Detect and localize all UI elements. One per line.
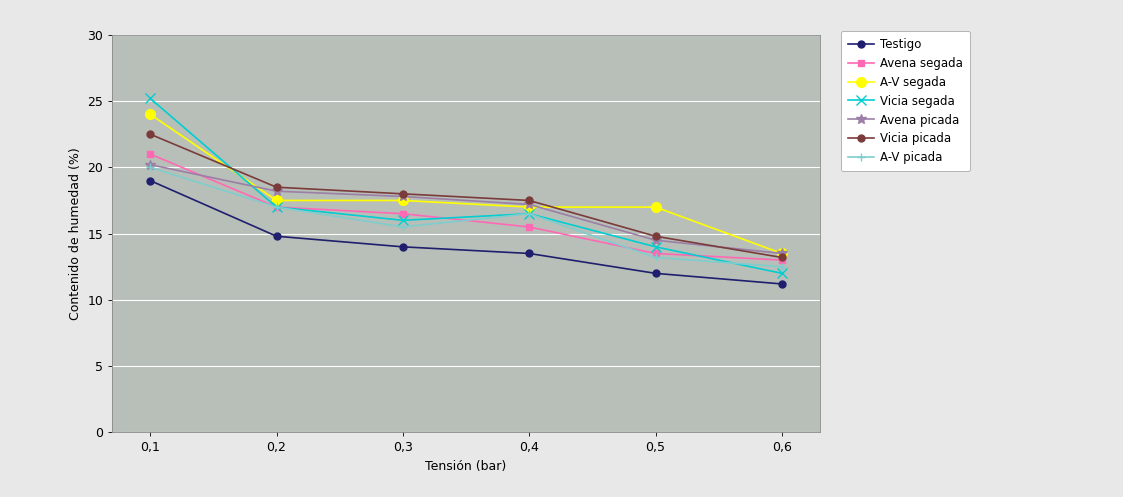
Vicia picada (775, 254, 788, 260)
Vicia picada (270, 184, 283, 190)
A-V segada (396, 197, 410, 203)
Vicia picada (522, 197, 536, 203)
Avena segada (522, 224, 536, 230)
Line: Avena picada: Avena picada (145, 160, 787, 258)
Avena picada (649, 237, 663, 243)
Avena picada (396, 193, 410, 199)
Avena segada (396, 211, 410, 217)
Vicia picada (144, 131, 157, 137)
Avena picada (144, 162, 157, 167)
A-V segada (270, 197, 283, 203)
Line: Avena segada: Avena segada (147, 151, 785, 263)
Testigo (775, 281, 788, 287)
A-V picada (649, 254, 663, 260)
A-V segada (144, 111, 157, 117)
A-V segada (775, 250, 788, 256)
Testigo (522, 250, 536, 256)
A-V picada (144, 165, 157, 170)
Vicia picada (396, 191, 410, 197)
Testigo (144, 177, 157, 183)
Avena segada (649, 250, 663, 256)
Testigo (270, 233, 283, 239)
A-V picada (522, 211, 536, 217)
Vicia segada (144, 95, 157, 101)
Avena segada (144, 151, 157, 157)
X-axis label: Tensión (bar): Tensión (bar) (426, 460, 506, 473)
A-V picada (396, 224, 410, 230)
Line: A-V segada: A-V segada (145, 109, 787, 258)
Avena picada (522, 201, 536, 207)
Line: Vicia picada: Vicia picada (147, 131, 785, 261)
A-V picada (775, 264, 788, 270)
Testigo (649, 270, 663, 276)
A-V picada (270, 204, 283, 210)
Y-axis label: Contenido de humedad (%): Contenido de humedad (%) (69, 147, 82, 320)
Testigo (396, 244, 410, 250)
Line: Vicia segada: Vicia segada (145, 93, 787, 278)
Avena picada (270, 188, 283, 194)
Line: A-V picada: A-V picada (146, 163, 786, 271)
Legend: Testigo, Avena segada, A-V segada, Vicia segada, Avena picada, Vicia picada, A-V: Testigo, Avena segada, A-V segada, Vicia… (841, 31, 970, 171)
Line: Testigo: Testigo (147, 177, 785, 287)
Vicia segada (775, 270, 788, 276)
Vicia segada (270, 204, 283, 210)
Vicia segada (522, 211, 536, 217)
Vicia picada (649, 233, 663, 239)
Avena picada (775, 250, 788, 256)
Avena segada (775, 257, 788, 263)
Vicia segada (649, 244, 663, 250)
A-V segada (522, 204, 536, 210)
A-V segada (649, 204, 663, 210)
Vicia segada (396, 217, 410, 223)
Avena segada (270, 204, 283, 210)
